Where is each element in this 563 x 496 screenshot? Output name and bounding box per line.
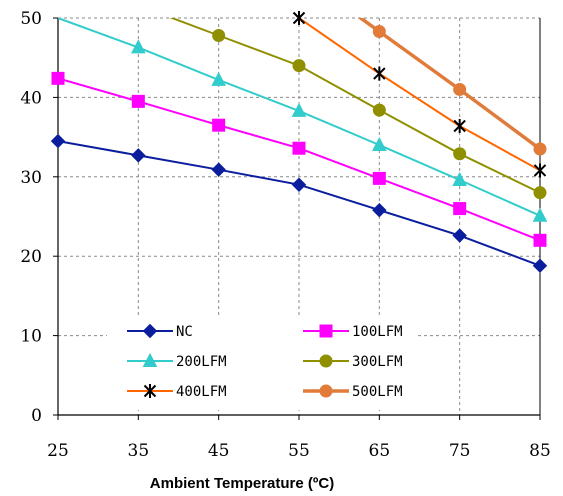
data-point-nc <box>532 258 548 273</box>
data-point-nc <box>452 228 467 243</box>
data-point-200lfm <box>291 102 307 117</box>
y-tick-label: 20 <box>20 247 42 267</box>
data-point-nc <box>372 202 387 218</box>
x-tick-labels: 25 35 45 55 65 75 85 <box>47 441 551 461</box>
y-tick-label: 10 <box>20 327 42 347</box>
legend-label-300lfm: 300LFM <box>352 354 403 370</box>
y-tick-label: 40 <box>20 88 42 108</box>
legend-marker-nc <box>142 323 158 339</box>
data-point-400lfm <box>292 11 306 25</box>
data-point-100lfm <box>51 71 65 85</box>
x-tick-label: 65 <box>369 441 391 461</box>
data-point-400lfm <box>453 118 466 133</box>
data-point-500lfm <box>372 24 386 38</box>
legend-marker-100lfm <box>319 324 333 338</box>
data-point-200lfm <box>131 39 146 54</box>
legend-marker-200lfm <box>142 352 158 367</box>
y-tick-label: 50 <box>20 9 42 29</box>
x-tick-label: 45 <box>208 441 230 461</box>
data-point-200lfm <box>372 136 387 152</box>
data-point-200lfm <box>532 207 548 222</box>
legend-marker-500lfm <box>319 384 333 398</box>
data-point-100lfm <box>131 94 145 108</box>
legend-label-400lfm: 400LFM <box>176 384 227 400</box>
data-point-300lfm <box>212 28 226 42</box>
x-tick-label: 25 <box>47 441 69 461</box>
data-point-100lfm <box>453 202 467 216</box>
data-point-100lfm <box>533 233 547 247</box>
x-tick-label: 75 <box>449 441 471 461</box>
data-point-100lfm <box>372 171 386 185</box>
data-point-500lfm <box>533 142 547 156</box>
data-point-nc <box>211 162 226 177</box>
x-tick-label: 35 <box>128 441 150 461</box>
data-point-200lfm <box>452 171 467 186</box>
data-point-300lfm <box>372 103 386 117</box>
legend-label-200lfm: 200LFM <box>176 354 227 370</box>
y-tick-label: 0 <box>31 406 42 426</box>
y-tick-label: 30 <box>20 168 42 188</box>
data-point-nc <box>50 133 66 149</box>
legend-marker-300lfm <box>319 354 333 368</box>
data-point-300lfm <box>533 186 547 200</box>
legend-label-nc: NC <box>176 324 193 340</box>
data-point-400lfm <box>373 66 386 81</box>
x-axis-label: Ambient Temperature (ºC) <box>150 475 334 492</box>
legend-label-100lfm: 100LFM <box>352 324 403 340</box>
marker-layer <box>50 11 548 273</box>
legend-label-500lfm: 500LFM <box>352 384 403 400</box>
data-point-300lfm <box>453 147 467 161</box>
data-point-100lfm <box>212 118 226 132</box>
x-tick-label: 85 <box>529 441 551 461</box>
data-point-500lfm <box>453 82 467 96</box>
y-tick-labels: 0 10 20 30 40 50 <box>20 9 42 426</box>
data-point-300lfm <box>292 59 306 73</box>
legend: NC 100LFM 200LFM 300LFM 400LFM 500LFM <box>107 316 416 410</box>
data-point-nc <box>131 148 146 163</box>
x-tick-label: 55 <box>288 441 310 461</box>
data-point-200lfm <box>211 71 226 86</box>
series-line-500lfm <box>357 18 540 151</box>
data-point-nc <box>291 177 307 192</box>
data-point-400lfm <box>533 163 547 178</box>
series-line-300lfm <box>169 18 540 194</box>
legend-marker-400lfm <box>143 384 157 398</box>
data-point-100lfm <box>292 141 306 155</box>
